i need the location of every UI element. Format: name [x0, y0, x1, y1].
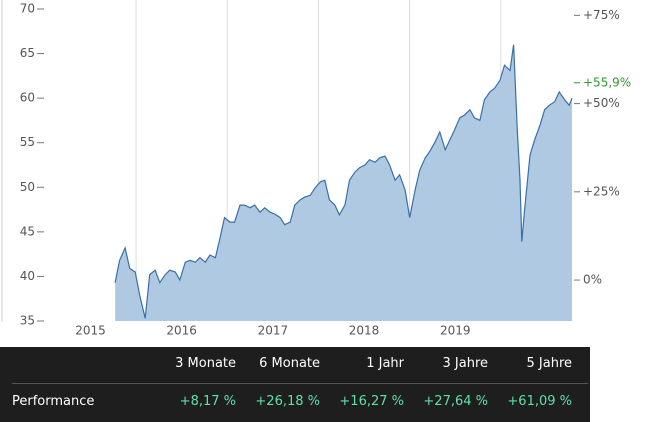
line — [114, 44, 573, 319]
y-tick-label: 65 — [20, 46, 35, 60]
column-header: 3 Jahre — [442, 356, 489, 371]
performance-table: 3 Monate 6 Monate 1 Jahr 3 Jahre 5 Jahre Perf… — [0, 347, 590, 422]
chart: 35 40 45 50 55 60 65 70 0% +25% +50% +75% 2015 2016 20… — [1, 0, 631, 338]
performance-value: +61,09 % — [507, 394, 572, 409]
y-tick-label: 35 — [20, 314, 35, 328]
x-tick-label: 2017 — [258, 324, 289, 338]
column-header: 5 Jahre — [526, 356, 573, 371]
y-tick-label: 60 — [20, 91, 35, 105]
performance-value: +16,27 % — [339, 394, 404, 409]
performance-value: +26,18 % — [255, 394, 320, 409]
separator — [12, 383, 588, 384]
y2-tick-label: +50% — [583, 96, 620, 110]
x-tick-label: 2018 — [349, 324, 380, 338]
y2-tick-label: +75% — [583, 8, 620, 22]
column-header: 1 Jahr — [366, 356, 404, 371]
y2-tick-label: 0% — [583, 273, 602, 287]
y-tick-label: 55 — [20, 135, 35, 149]
last-change-label: +55,9% — [583, 75, 631, 89]
x-tick-label: 2019 — [440, 324, 471, 338]
row-header: Performance — [12, 394, 95, 409]
y-tick-label: 45 — [20, 224, 35, 238]
y-tick-label: 50 — [20, 180, 35, 194]
area — [115, 44, 572, 321]
performance-value: +8,17 % — [179, 394, 236, 409]
column-header: 3 Monate — [175, 356, 236, 371]
x-tick-label: 2016 — [166, 324, 197, 338]
y-tick-label: 40 — [20, 269, 35, 283]
y2-tick-label: +25% — [583, 184, 620, 198]
y-tick-label: 70 — [20, 2, 35, 16]
x-tick-label: 2015 — [75, 324, 106, 338]
performance-value: +27,64 % — [423, 394, 488, 409]
column-header: 6 Monate — [259, 356, 320, 371]
